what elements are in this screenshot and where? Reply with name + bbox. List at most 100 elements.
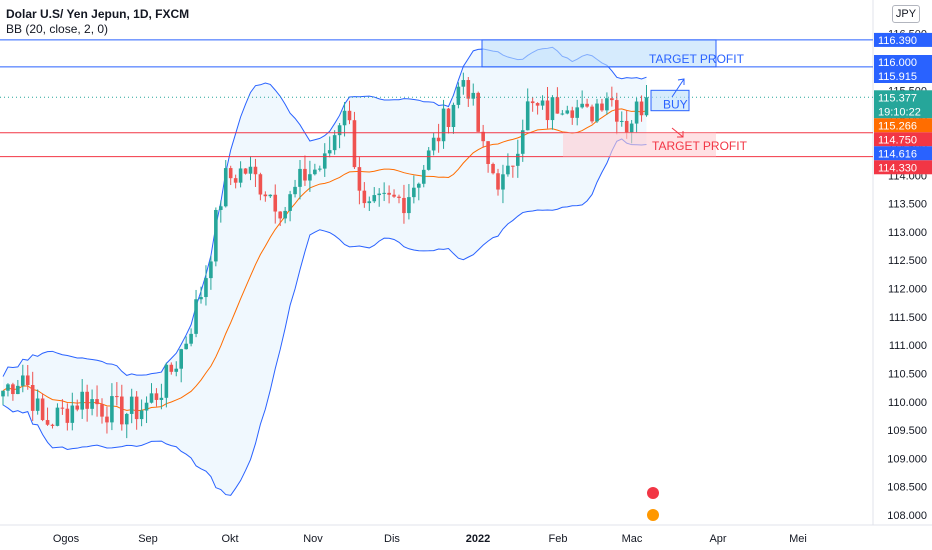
candle-body[interactable] <box>288 194 292 211</box>
candle-body[interactable] <box>421 169 426 184</box>
candle-body[interactable] <box>337 125 342 136</box>
candle-body[interactable] <box>605 98 609 111</box>
price-label-resistance[interactable] <box>874 55 932 69</box>
candle-body[interactable] <box>590 106 594 122</box>
candle-body[interactable] <box>65 408 70 423</box>
candle-body[interactable] <box>322 153 327 169</box>
candle-body[interactable] <box>624 120 629 133</box>
candle-body[interactable] <box>248 166 253 174</box>
candle-body[interactable] <box>545 100 550 121</box>
candle-body[interactable] <box>110 396 114 423</box>
candle-body[interactable] <box>347 110 352 121</box>
candle-body[interactable] <box>402 197 406 214</box>
candle-body[interactable] <box>367 201 372 204</box>
candle-body[interactable] <box>154 393 159 400</box>
candle-body[interactable] <box>540 100 545 106</box>
candle-body[interactable] <box>426 150 431 170</box>
candle-body[interactable] <box>263 194 268 197</box>
candle-body[interactable] <box>506 165 510 175</box>
candle-body[interactable] <box>357 167 362 191</box>
candle-body[interactable] <box>308 174 312 181</box>
candle-body[interactable] <box>555 97 560 114</box>
candle-body[interactable] <box>115 396 119 398</box>
candle-body[interactable] <box>550 97 555 121</box>
candle-body[interactable] <box>397 196 401 198</box>
candle-body[interactable] <box>75 405 80 410</box>
candle-body[interactable] <box>565 110 570 114</box>
candle-body[interactable] <box>639 101 644 116</box>
price-label-resistance[interactable] <box>874 32 932 47</box>
candle-body[interactable] <box>486 141 490 164</box>
candle-body[interactable] <box>25 375 30 385</box>
candle-body[interactable] <box>194 299 198 334</box>
candle-body[interactable] <box>466 80 471 99</box>
candle-body[interactable] <box>327 150 332 154</box>
candle-body[interactable] <box>120 396 124 425</box>
candle-body[interactable] <box>600 103 604 111</box>
candle-body[interactable] <box>80 391 84 410</box>
candle-body[interactable] <box>629 123 634 133</box>
candle-body[interactable] <box>313 169 317 175</box>
price-label-support[interactable] <box>874 160 932 175</box>
candle-body[interactable] <box>179 349 183 369</box>
candle-body[interactable] <box>204 278 208 298</box>
candle-body[interactable] <box>481 131 485 142</box>
candle-body[interactable] <box>159 397 164 400</box>
candle-body[interactable] <box>283 210 287 219</box>
candle-body[interactable] <box>45 420 50 425</box>
candle-body[interactable] <box>431 137 436 151</box>
candle-body[interactable] <box>164 364 169 398</box>
candle-body[interactable] <box>219 206 223 210</box>
candle-body[interactable] <box>233 178 238 183</box>
candle-body[interactable] <box>610 98 614 101</box>
candle-body[interactable] <box>35 398 40 411</box>
candle-body[interactable] <box>60 407 65 409</box>
candle-body[interactable] <box>50 424 55 426</box>
candle-body[interactable] <box>520 130 525 154</box>
candle-body[interactable] <box>387 192 391 195</box>
candle-body[interactable] <box>11 384 15 395</box>
candle-body[interactable] <box>570 110 575 118</box>
candle-body[interactable] <box>174 368 179 372</box>
currency-badge[interactable]: JPY <box>892 5 920 23</box>
candle-body[interactable] <box>149 393 154 403</box>
buy-box[interactable] <box>650 89 690 112</box>
candle-body[interactable] <box>525 101 530 131</box>
candle-body[interactable] <box>436 137 441 142</box>
candle-body[interactable] <box>575 107 579 118</box>
candle-body[interactable] <box>644 97 649 116</box>
candle-body[interactable] <box>293 186 297 195</box>
candle-body[interactable] <box>1 390 5 397</box>
candle-body[interactable] <box>40 398 45 421</box>
candle-body[interactable] <box>199 297 203 300</box>
candle-body[interactable] <box>16 385 20 395</box>
price-label-bb-basis[interactable] <box>874 118 932 133</box>
candle-body[interactable] <box>595 103 599 122</box>
candle-body[interactable] <box>392 194 396 197</box>
candle-body[interactable] <box>491 163 495 174</box>
candle-body[interactable] <box>258 174 263 195</box>
candle-body[interactable] <box>634 101 639 124</box>
candle-body[interactable] <box>273 194 278 212</box>
candle-body[interactable] <box>134 396 139 420</box>
candle-body[interactable] <box>377 193 381 196</box>
candle-body[interactable] <box>451 104 456 128</box>
candle-body[interactable] <box>303 168 307 181</box>
candle-body[interactable] <box>253 166 258 175</box>
candle-body[interactable] <box>243 168 248 174</box>
candle-body[interactable] <box>412 187 416 198</box>
candle-body[interactable] <box>129 396 134 414</box>
candle-body[interactable] <box>278 211 282 219</box>
candle-body[interactable] <box>372 195 377 202</box>
candle-body[interactable] <box>382 192 386 194</box>
candle-body[interactable] <box>496 173 500 190</box>
candle-body[interactable] <box>456 86 461 105</box>
price-label-last[interactable] <box>874 90 932 119</box>
candle-body[interactable] <box>144 402 149 411</box>
candle-body[interactable] <box>580 103 584 108</box>
candle-body[interactable] <box>214 209 218 262</box>
candle-body[interactable] <box>139 410 144 420</box>
candle-body[interactable] <box>318 168 322 170</box>
candle-body[interactable] <box>90 399 94 409</box>
